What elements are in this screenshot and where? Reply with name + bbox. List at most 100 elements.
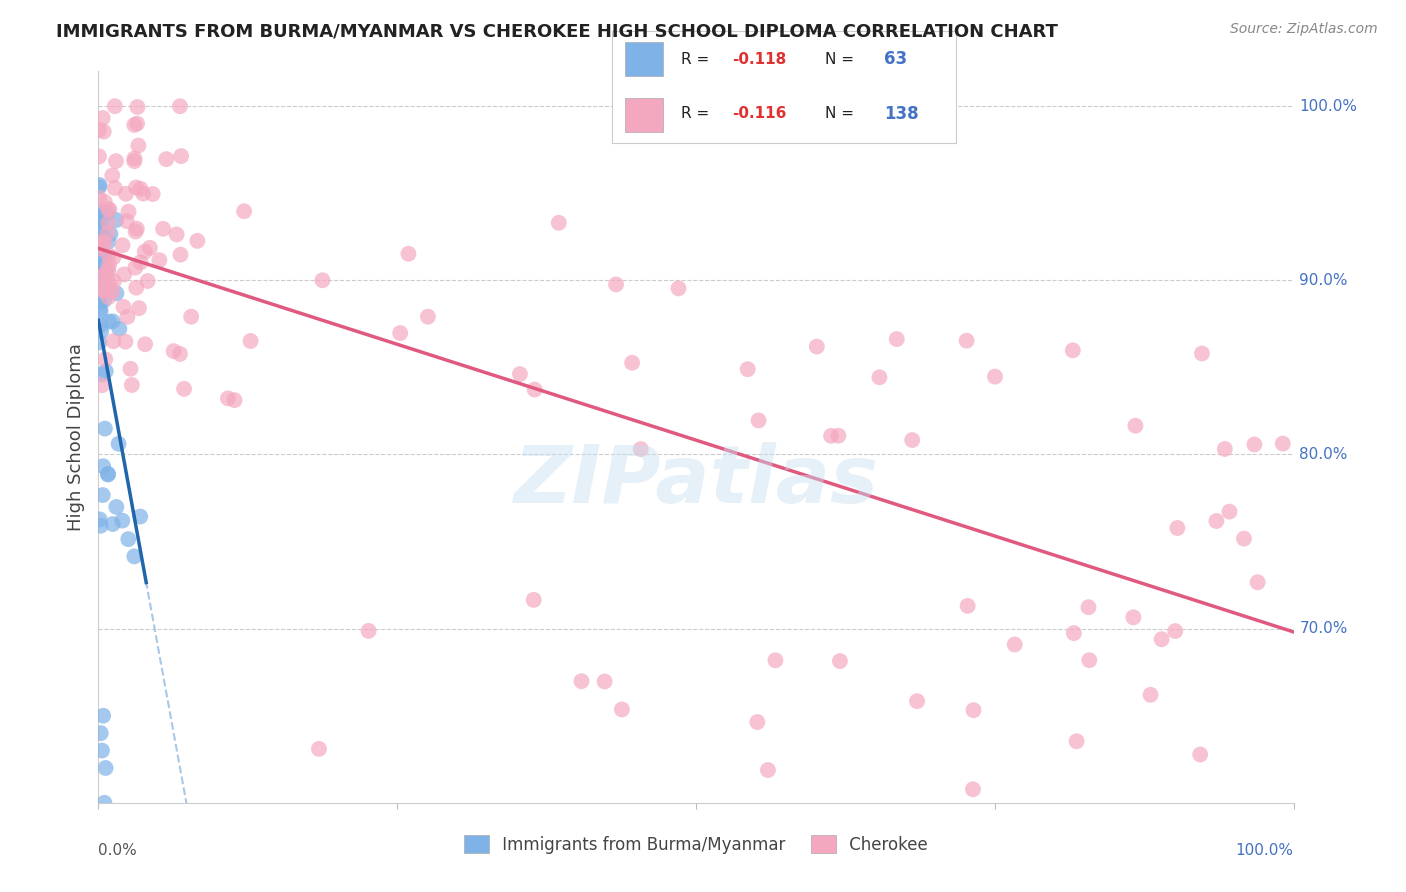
- Text: ZIPatlas: ZIPatlas: [513, 442, 879, 520]
- Point: [90, 235, 112, 249]
- Point: [134, 337, 156, 351]
- Point: [108, 322, 131, 336]
- Legend:  Immigrants from Burma/Myanmar,  Cherokee: Immigrants from Burma/Myanmar, Cherokee: [457, 829, 935, 860]
- Point: [89, 335, 111, 350]
- Point: [1063, 626, 1085, 640]
- Point: [170, 149, 193, 163]
- Point: [765, 653, 787, 667]
- Point: [93, 268, 115, 283]
- Point: [416, 310, 439, 324]
- Point: [91, 708, 114, 723]
- Point: [90, 325, 112, 339]
- Point: [224, 393, 246, 408]
- Point: [89, 268, 111, 282]
- Point: [124, 549, 146, 564]
- Point: [94, 284, 117, 298]
- Point: [121, 378, 143, 392]
- Point: [523, 383, 546, 397]
- Point: [1246, 575, 1268, 590]
- Point: [127, 138, 149, 153]
- Point: [89, 302, 111, 317]
- Point: [91, 459, 114, 474]
- Point: [152, 222, 174, 236]
- Text: -0.118: -0.118: [733, 52, 786, 67]
- Point: [186, 234, 208, 248]
- Point: [125, 221, 148, 235]
- Point: [96, 226, 118, 240]
- Point: [93, 249, 115, 263]
- Point: [104, 99, 127, 113]
- Point: [163, 344, 186, 359]
- Point: [389, 326, 412, 340]
- Point: [89, 295, 111, 310]
- Point: [1139, 688, 1161, 702]
- Point: [1125, 418, 1147, 433]
- Text: 90.0%: 90.0%: [1299, 273, 1348, 288]
- Point: [98, 257, 121, 271]
- Point: [87, 123, 110, 137]
- Point: [523, 592, 546, 607]
- Point: [91, 246, 114, 260]
- Point: [101, 516, 124, 531]
- Point: [756, 763, 779, 777]
- Point: [124, 260, 146, 275]
- Point: [311, 273, 333, 287]
- Point: [114, 334, 136, 349]
- Point: [97, 467, 120, 481]
- Point: [1078, 653, 1101, 667]
- Point: [1122, 610, 1144, 624]
- Text: -0.116: -0.116: [733, 106, 786, 121]
- Point: [87, 291, 110, 305]
- Point: [1213, 442, 1236, 456]
- Point: [90, 368, 112, 382]
- Point: [180, 310, 202, 324]
- Point: [90, 378, 112, 392]
- FancyBboxPatch shape: [626, 42, 664, 76]
- Point: [1243, 437, 1265, 451]
- Point: [89, 262, 111, 277]
- Point: [87, 191, 110, 205]
- Point: [89, 204, 111, 219]
- Point: [148, 253, 170, 268]
- Point: [547, 216, 569, 230]
- Point: [90, 518, 112, 533]
- Point: [89, 178, 111, 192]
- Point: [93, 284, 115, 298]
- Point: [120, 361, 142, 376]
- Point: [103, 251, 125, 265]
- Point: [93, 250, 115, 264]
- Point: [87, 259, 110, 273]
- Point: [962, 782, 984, 797]
- Point: [984, 369, 1007, 384]
- Point: [1218, 505, 1240, 519]
- Point: [1004, 638, 1026, 652]
- Point: [91, 282, 114, 296]
- Point: [97, 467, 120, 482]
- Point: [94, 761, 117, 775]
- Point: [956, 599, 979, 613]
- Point: [115, 214, 138, 228]
- Point: [828, 654, 851, 668]
- Point: [107, 437, 129, 451]
- Point: [87, 240, 110, 254]
- Point: [91, 488, 114, 502]
- Point: [621, 356, 644, 370]
- Point: [748, 413, 770, 427]
- Point: [169, 347, 191, 361]
- Point: [820, 429, 842, 443]
- Point: [605, 277, 627, 292]
- Point: [901, 433, 924, 447]
- Text: N =: N =: [825, 106, 859, 121]
- Text: 80.0%: 80.0%: [1299, 447, 1348, 462]
- Point: [1066, 734, 1088, 748]
- Text: 0.0%: 0.0%: [98, 843, 138, 858]
- Point: [129, 509, 152, 524]
- Point: [129, 182, 152, 196]
- Point: [128, 301, 150, 315]
- Point: [173, 382, 195, 396]
- Point: [1271, 436, 1294, 450]
- Point: [98, 315, 121, 329]
- Point: [142, 186, 165, 201]
- Point: [89, 318, 111, 333]
- Point: [169, 247, 191, 261]
